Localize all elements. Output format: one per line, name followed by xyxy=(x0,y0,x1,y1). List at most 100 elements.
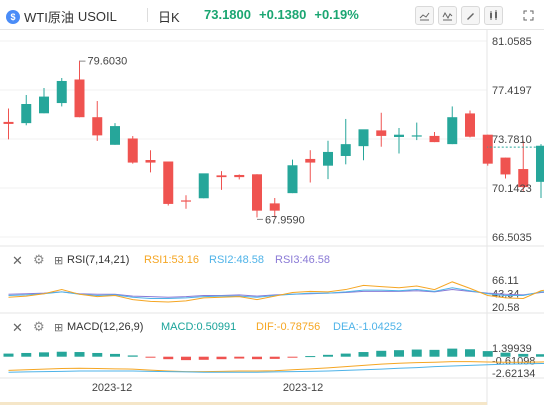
x-tick-label: 2023-12 xyxy=(92,382,132,394)
header-divider xyxy=(147,8,148,22)
macd-histogram-bar xyxy=(340,353,351,357)
candle-body xyxy=(127,138,138,163)
symbol-label[interactable]: $ WTI原油 USOIL xyxy=(6,7,117,26)
macd-histogram-bar xyxy=(39,352,49,357)
candle-body xyxy=(3,121,14,124)
candle-body xyxy=(181,200,191,202)
macd-histogram-bar xyxy=(411,349,422,357)
candle-body xyxy=(447,117,458,145)
macd-histogram-bar xyxy=(163,356,174,360)
candle-body xyxy=(198,173,209,199)
rsi-settings-icon[interactable]: ⚙ xyxy=(33,252,45,267)
rsi-tick-label: 66.11 xyxy=(492,275,519,287)
candle-body xyxy=(323,151,333,166)
macd-histogram-bar xyxy=(500,352,511,357)
fullscreen-button[interactable] xyxy=(519,6,538,25)
macd-histogram-bar xyxy=(305,356,316,358)
macd-toggle-icon[interactable]: ⊞ xyxy=(54,322,64,334)
candle-body xyxy=(500,157,511,175)
rsi1-value: RSI1:53.16 xyxy=(144,254,200,266)
macd-histogram-bar xyxy=(376,350,387,357)
macd-histogram-bar xyxy=(56,351,67,357)
price-tick-label: 81.0585 xyxy=(492,36,532,48)
macd-tick-label: 1.39939 xyxy=(492,343,532,355)
macd-histogram-bar xyxy=(145,356,156,358)
macd-histogram-bar xyxy=(92,352,103,357)
rsi-tick-label: 20.58 xyxy=(492,302,520,314)
chart-header: $ WTI原油 USOIL 日K 73.1800 +0.1380 +0.19% xyxy=(0,0,544,30)
candle-body xyxy=(39,96,49,114)
symbol-name: WTI原油 xyxy=(24,10,74,25)
wave-icon xyxy=(442,11,453,21)
interval-selector[interactable]: 日K xyxy=(158,7,180,26)
dea-value: DEA:-1.04252 xyxy=(333,321,403,333)
macd-histogram-bar xyxy=(216,356,227,360)
symbol-coin-icon: $ xyxy=(6,9,20,24)
price-tick-label: 73.7810 xyxy=(492,134,532,146)
macd-histogram-bar xyxy=(252,356,262,360)
candle-body xyxy=(216,175,227,178)
x-tick-label: 2023-12 xyxy=(283,382,323,394)
price-tick-label: 70.1423 xyxy=(492,183,532,195)
max-label: 79.6030 xyxy=(88,56,128,68)
rsi2-line xyxy=(8,287,544,299)
macd-tick-label: -0.61098 xyxy=(492,356,535,368)
price-tick-label: 77.4197 xyxy=(492,85,532,97)
macd-close-icon[interactable]: ✕ xyxy=(12,320,23,335)
candle-body xyxy=(429,135,440,143)
macd-histogram-bar xyxy=(447,348,458,357)
candle-body xyxy=(21,104,32,124)
pencil-button[interactable] xyxy=(461,6,480,25)
draw-line-button[interactable] xyxy=(415,6,434,25)
candle-body xyxy=(269,203,280,211)
macd-histogram-bar xyxy=(518,353,529,357)
rsi3-value: RSI3:46.58 xyxy=(275,254,331,266)
price-display: 73.1800 +0.1380 +0.19% xyxy=(204,7,359,22)
trend-line-icon xyxy=(419,12,430,21)
price-change: +0.1380 xyxy=(259,7,307,22)
chart-type-button[interactable] xyxy=(484,6,503,25)
rsi-close-icon[interactable]: ✕ xyxy=(12,253,23,268)
macd-histogram-bar xyxy=(482,351,493,357)
rsi-toggle-icon[interactable]: ⊞ xyxy=(54,255,64,267)
candle-body xyxy=(465,113,475,137)
macd-settings-icon[interactable]: ⚙ xyxy=(33,319,45,334)
candle-body xyxy=(305,158,316,163)
macd-title: MACD(12,26,9) xyxy=(67,321,144,333)
macd-legend: ✕ ⚙ ⊞ MACD(12,26,9) MACD:0.50991 DIF:-0.… xyxy=(0,317,544,337)
macd-histogram-bar xyxy=(198,356,209,360)
expand-icon xyxy=(523,10,534,21)
candle-body xyxy=(163,161,174,204)
rsi2-value: RSI2:48.58 xyxy=(209,254,265,266)
candle-body xyxy=(358,129,369,147)
candle-body xyxy=(92,117,103,136)
candle-body xyxy=(340,144,351,156)
candle-body xyxy=(376,130,387,136)
candle-body xyxy=(536,145,544,182)
macd-histogram-bar xyxy=(234,356,245,359)
macd-histogram-bar xyxy=(3,353,14,357)
symbol-ticker: USOIL xyxy=(77,9,117,24)
macd-histogram-bar xyxy=(536,354,544,357)
price-tick-label: 66.5035 xyxy=(492,232,532,244)
macd-histogram-bar xyxy=(465,349,475,357)
candle-body xyxy=(518,169,529,188)
candle-body xyxy=(287,165,298,194)
macd-histogram-bar xyxy=(429,349,440,357)
candle-body xyxy=(56,80,67,104)
indicator-button[interactable] xyxy=(438,6,457,25)
candle-body xyxy=(145,160,156,163)
macd-histogram-bar xyxy=(21,352,32,357)
candlestick-chart: 79.6030 67.9590 81.0585 77.4197 73.7810 70.1… xyxy=(0,30,544,405)
candle-body xyxy=(394,134,404,137)
macd-value: MACD:0.50991 xyxy=(161,321,237,333)
dif-value: DIF:-0.78756 xyxy=(256,321,321,333)
price-change-pct: +0.19% xyxy=(314,7,359,22)
macd-histogram-bar xyxy=(287,356,298,358)
candles-icon xyxy=(490,10,497,20)
min-label: 67.9590 xyxy=(265,214,305,226)
candle-body xyxy=(252,174,262,211)
macd-histogram-bar xyxy=(269,356,280,359)
candle-body xyxy=(482,134,493,164)
candle-body xyxy=(411,135,422,137)
